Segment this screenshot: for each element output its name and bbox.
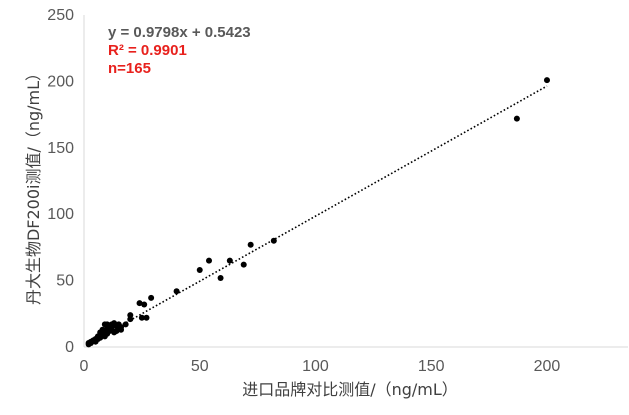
x-tick-labels: 0 50 100 150 200 — [80, 358, 561, 375]
data-point — [240, 261, 247, 268]
data-point — [138, 314, 145, 321]
data-point — [92, 336, 99, 343]
data-point — [143, 314, 150, 321]
data-point — [108, 324, 115, 331]
data-point — [217, 274, 224, 281]
x-tick-label: 100 — [302, 358, 329, 375]
y-tick-label: 0 — [65, 339, 74, 356]
data-point — [118, 326, 125, 333]
data-point — [99, 326, 106, 333]
y-tick-labels: 0 50 100 150 200 250 — [47, 7, 74, 356]
data-point — [141, 301, 148, 308]
x-tick-label: 150 — [418, 358, 445, 375]
trendline — [85, 85, 548, 346]
data-points — [85, 77, 550, 348]
y-tick-label: 150 — [47, 140, 74, 157]
data-point — [206, 257, 213, 264]
data-point — [270, 237, 277, 244]
y-tick-label: 250 — [47, 7, 74, 24]
x-axis-title: 进口品牌对比测值/（ng/mL） — [242, 380, 458, 399]
trendline-dotted — [85, 85, 548, 346]
y-tick-label: 100 — [47, 206, 74, 223]
y-tick-label: 200 — [47, 73, 74, 90]
r-squared-label: R² = 0.9901 — [108, 42, 187, 59]
x-tick-label: 50 — [191, 358, 209, 375]
data-point — [173, 288, 180, 295]
data-point — [513, 115, 520, 122]
data-point — [226, 257, 233, 264]
y-axis-title: 丹大生物DF200i测值/（ng/mL） — [24, 65, 43, 305]
data-point — [196, 266, 203, 273]
data-point — [543, 77, 550, 84]
x-tick-label: 200 — [534, 358, 561, 375]
data-point — [247, 241, 254, 248]
axes — [83, 15, 628, 348]
x-tick-label: 0 — [80, 358, 89, 375]
data-point — [136, 300, 143, 307]
data-point — [127, 316, 134, 323]
data-point — [122, 321, 129, 328]
data-point — [148, 294, 155, 301]
y-tick-label: 50 — [56, 273, 74, 290]
trendline-equation: y = 0.9798x + 0.5423 — [108, 24, 251, 41]
sample-size-label: n=165 — [108, 60, 151, 77]
data-point — [85, 340, 92, 347]
data-point — [104, 321, 111, 328]
